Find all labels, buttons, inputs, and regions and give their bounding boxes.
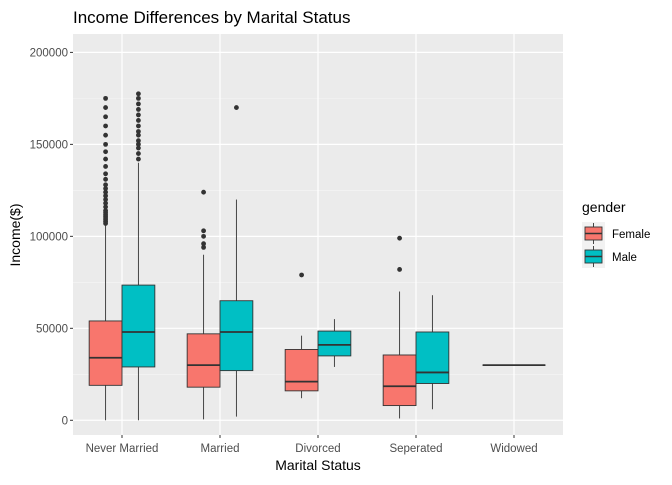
- outlier-point: [103, 142, 108, 147]
- outlier-point: [103, 182, 108, 187]
- box-body: [416, 332, 449, 384]
- outlier-point: [136, 118, 141, 123]
- outlier-point: [397, 267, 402, 272]
- outlier-point: [103, 164, 108, 169]
- y-axis-title: Income($): [7, 203, 23, 266]
- outlier-point: [136, 157, 141, 162]
- outlier-point: [136, 96, 141, 101]
- outlier-point: [136, 101, 141, 106]
- y-tick-label: 200000: [30, 47, 68, 59]
- outlier-point: [136, 138, 141, 143]
- outlier-point: [201, 190, 206, 195]
- outlier-point: [103, 177, 108, 182]
- box-body: [285, 349, 318, 390]
- outlier-point: [103, 124, 108, 129]
- box-body: [383, 355, 416, 406]
- outlier-point: [201, 241, 206, 246]
- box-body: [220, 301, 253, 371]
- box-body: [122, 285, 155, 367]
- outlier-point: [103, 133, 108, 138]
- outlier-point: [103, 171, 108, 176]
- y-tick-label: 100000: [30, 231, 68, 243]
- legend-title: gender: [582, 199, 626, 215]
- outlier-point: [103, 149, 108, 154]
- outlier-point: [136, 151, 141, 156]
- outlier-point: [136, 124, 141, 129]
- box-body: [318, 331, 351, 356]
- y-tick-label: 150000: [30, 139, 68, 151]
- outlier-point: [201, 234, 206, 239]
- x-tick-label: Divorced: [295, 443, 340, 455]
- outlier-point: [136, 129, 141, 134]
- x-tick-label: Never Married: [86, 443, 159, 455]
- legend: gender Female Male: [582, 199, 650, 268]
- outlier-point: [103, 105, 108, 110]
- legend-label-female: Female: [612, 229, 650, 241]
- legend-label-male: Male: [612, 252, 637, 264]
- outlier-point: [234, 105, 239, 110]
- box-body: [187, 334, 220, 387]
- box-body: [89, 321, 122, 385]
- outlier-point: [103, 96, 108, 101]
- y-tick-label: 0: [62, 415, 68, 427]
- outlier-point: [103, 114, 108, 119]
- chart-title: Income Differences by Marital Status: [73, 8, 350, 27]
- x-tick-label: Married: [201, 443, 240, 455]
- outlier-point: [103, 157, 108, 162]
- x-axis-title: Marital Status: [275, 457, 361, 473]
- legend-items: Female Male: [582, 222, 650, 268]
- outlier-point: [201, 228, 206, 233]
- x-tick-label: Seperated: [389, 443, 442, 455]
- outlier-point: [136, 113, 141, 118]
- outlier-point: [299, 273, 304, 278]
- outlier-point: [136, 91, 141, 96]
- y-tick-label: 50000: [36, 323, 68, 335]
- x-tick-label: Widowed: [490, 443, 537, 455]
- outlier-point: [136, 107, 141, 112]
- outlier-point: [397, 236, 402, 241]
